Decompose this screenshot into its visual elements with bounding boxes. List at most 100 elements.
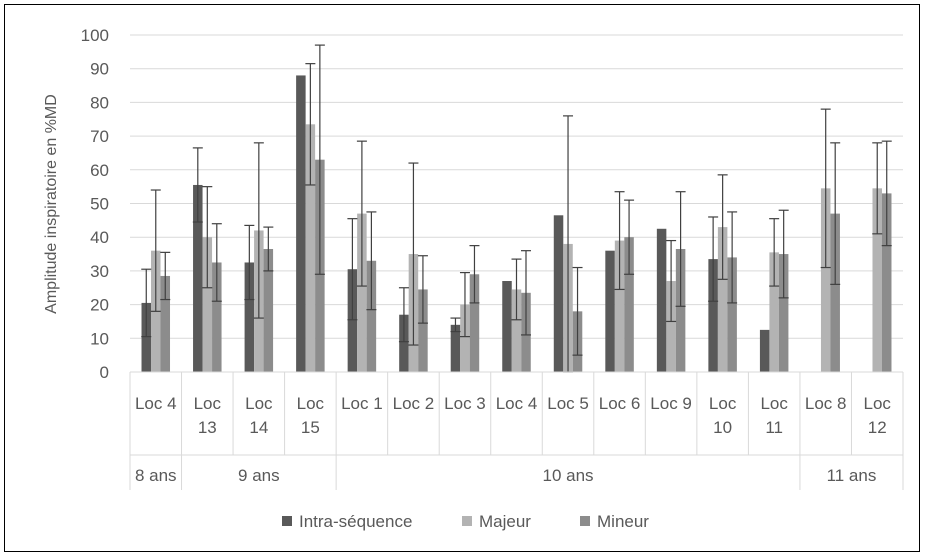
error-bar [398,287,409,343]
x-category-label: Loc 9 [650,394,692,413]
error-bar [141,268,152,338]
error-bar [202,186,213,289]
x-category-label: 10 [713,418,732,437]
y-tick-label: 40 [90,228,109,247]
error-bar [417,255,428,324]
x-category-label: Loc [297,394,325,413]
y-tick-label: 0 [100,363,109,382]
bar [872,188,882,372]
y-tick-label: 30 [90,262,109,281]
error-bar [717,174,728,280]
bar [305,124,316,373]
bar [759,329,770,372]
error-bar [708,216,719,302]
legend-item: Majeur [462,512,531,531]
legend-swatch [282,516,292,526]
bar [605,250,615,372]
legend-label: Mineur [597,512,649,531]
error-bar [830,142,841,285]
group-label: 10 ans [543,466,594,485]
y-tick-label: 50 [90,195,109,214]
bar [469,274,480,372]
error-bar [450,317,461,333]
group-label: 8 ans [135,466,177,485]
error-bar [347,218,358,321]
legend-label: Majeur [479,512,531,531]
bar [708,259,718,372]
bar [675,248,686,372]
error-bar [881,140,892,247]
error-bar [305,63,316,186]
error-bar [820,108,831,269]
bar [502,281,512,372]
bar [717,227,728,372]
bar [296,75,306,372]
y-tick-label: 70 [90,127,109,146]
bar [666,281,676,372]
x-category-label: Loc 4 [496,394,538,413]
bar [347,269,358,372]
error-bar [769,218,780,287]
error-bar [211,223,222,302]
bar [366,260,377,372]
x-category-label: Loc [194,394,222,413]
error-bar [666,239,677,323]
y-tick-label: 10 [90,329,109,348]
x-axis: Loc 4 Loc 13 Loc 14 Loc 15 Loc 1 Loc 2 Loc 3 Loc 4… [129,371,904,490]
bar [624,237,634,372]
error-bar [675,191,686,307]
y-tick-label: 100 [81,26,109,45]
bar [460,304,470,372]
bar [769,252,779,372]
x-category-label: Loc [245,394,273,413]
error-bar [356,140,367,287]
error-bar [459,271,470,338]
error-bar [469,245,480,304]
error-bars [141,44,892,373]
bar [244,262,255,372]
y-tick-label: 20 [90,296,109,315]
bar [778,254,789,372]
bar [160,275,171,372]
x-category-label: Loc 4 [135,394,177,413]
x-category-label: 13 [198,418,217,437]
bar [357,213,367,372]
bar [263,248,274,372]
x-category-label: 11 [765,418,783,437]
error-bar [408,162,419,346]
bar [553,215,564,372]
bar [727,257,737,372]
error-bar [572,266,583,356]
legend-item: Intra-séquence [282,512,412,531]
group-label: 11 ans [827,466,877,485]
x-category-label: Loc 2 [393,394,435,413]
error-bar [727,211,738,304]
y-tick-label: 90 [90,60,109,79]
error-bar [150,189,161,312]
error-bar [511,258,522,321]
error-bar [160,251,171,301]
x-category-label: Loc [709,394,737,413]
y-axis-label: Amplitude inspiratoire en %MD [43,94,60,314]
error-bar [778,209,789,299]
y-axis-ticks: 0 10 20 30 40 50 60 70 80 90 100 [81,26,109,382]
x-category-label: 14 [249,418,268,437]
error-bar [614,191,625,291]
x-category-label: Loc 6 [599,394,641,413]
error-bar [624,199,635,275]
error-bar [521,250,531,336]
bar [141,302,152,372]
error-bar [366,211,377,311]
x-category-label: 12 [868,418,887,437]
bars [141,75,892,373]
error-bar [263,226,274,272]
error-bar [253,142,264,319]
legend-swatch [462,516,472,526]
bar [830,213,840,372]
bar [656,228,667,372]
error-bar [314,44,325,275]
x-category-label: Loc [864,394,892,413]
error-bar [192,147,203,223]
x-category-label: Loc 5 [547,394,589,413]
x-category-label: Loc 3 [444,394,486,413]
